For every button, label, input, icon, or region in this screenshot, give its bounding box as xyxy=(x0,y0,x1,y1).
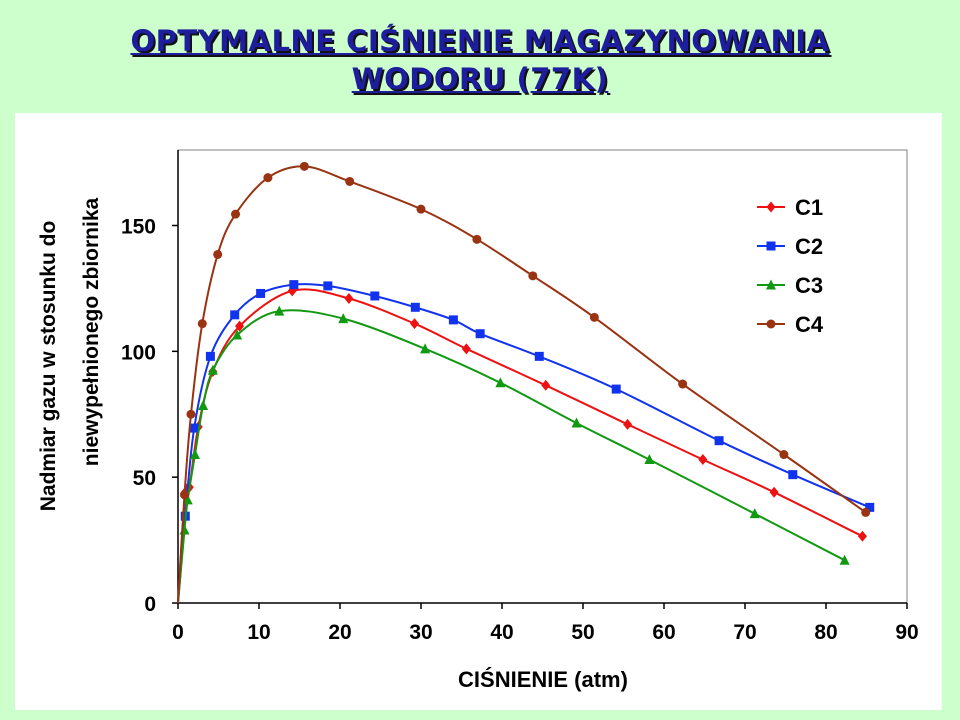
data-point-c2 xyxy=(370,291,380,301)
legend-item-c4: C4 xyxy=(757,312,824,337)
data-point-c4 xyxy=(678,379,688,389)
legend-marker-c2 xyxy=(766,241,776,251)
data-point-c4 xyxy=(179,490,189,500)
data-point-c3 xyxy=(839,554,850,565)
data-point-c2 xyxy=(189,423,199,433)
x-axis-label: CIŚNIENIE (atm) xyxy=(458,667,628,692)
legend-label-c2: C2 xyxy=(795,234,823,259)
series-line-c3 xyxy=(177,309,846,604)
data-point-c4 xyxy=(213,249,223,259)
slide-title: OPTYMALNE CIŚNIENIE MAGAZYNOWANIA WODORU… xyxy=(0,22,960,98)
axes-layer: 0 10 20 30 40 50 60 70 80 90 0 50 100 150 xyxy=(121,149,919,644)
plot-panel: 0 10 20 30 40 50 60 70 80 90 0 50 100 150 C1 C2 C3 C4 Na… xyxy=(15,113,942,710)
series-c2 xyxy=(177,280,875,604)
title-line-1: OPTYMALNE CIŚNIENIE MAGAZYNOWANIA xyxy=(130,24,830,58)
data-point-c2 xyxy=(410,302,420,312)
x-tick-label: 80 xyxy=(814,621,837,644)
title-line-2: WODORU (77K) xyxy=(351,62,609,96)
x-tick-label: 60 xyxy=(652,621,675,644)
y-tick-label: 100 xyxy=(121,341,156,364)
data-point-c1 xyxy=(857,530,867,542)
x-tick-label: 50 xyxy=(571,621,594,644)
data-point-c4 xyxy=(263,173,273,183)
x-tick-label: 40 xyxy=(490,621,513,644)
data-point-c2 xyxy=(475,329,485,339)
series-c1 xyxy=(177,285,867,604)
data-point-c1 xyxy=(541,379,551,391)
data-point-c2 xyxy=(230,310,240,320)
data-point-c1 xyxy=(235,320,245,332)
data-point-c4 xyxy=(416,204,426,214)
data-point-c2 xyxy=(534,351,544,361)
series-line-c1 xyxy=(177,288,863,604)
legend-label-c1: C1 xyxy=(795,195,823,220)
data-point-c2 xyxy=(448,315,458,325)
data-point-c3 xyxy=(190,449,201,460)
data-point-c3 xyxy=(179,524,190,535)
data-point-c1 xyxy=(698,454,708,466)
data-point-c1 xyxy=(410,318,420,330)
y-tick-label: 0 xyxy=(144,593,156,616)
data-point-c4 xyxy=(299,161,309,171)
legend-item-c3: C3 xyxy=(757,273,823,298)
data-point-c4 xyxy=(528,271,538,281)
data-point-c2 xyxy=(865,502,875,512)
data-point-c4 xyxy=(345,176,355,186)
y-tick-label: 150 xyxy=(121,216,156,239)
legend-item-c1: C1 xyxy=(757,195,823,220)
legend-marker-c1 xyxy=(766,201,776,213)
x-tick-label: 20 xyxy=(328,621,351,644)
data-point-c2 xyxy=(611,384,621,394)
data-point-c3 xyxy=(338,313,349,324)
x-tick-label: 10 xyxy=(247,621,270,644)
x-tick-label: 30 xyxy=(409,621,432,644)
y-tick-label: 50 xyxy=(133,467,156,490)
x-tick-label: 70 xyxy=(733,621,756,644)
legend-item-c2: C2 xyxy=(757,234,823,259)
data-point-c4 xyxy=(231,209,241,219)
data-point-c4 xyxy=(589,312,599,322)
data-point-c1 xyxy=(461,343,471,355)
data-point-c3 xyxy=(182,494,193,505)
data-point-c2 xyxy=(205,351,215,361)
series-c3 xyxy=(177,305,850,604)
legend-label-c4: C4 xyxy=(795,312,824,337)
y-axis-label-line-2: niewypełnionego zbiornika xyxy=(80,198,103,467)
data-point-c3 xyxy=(207,364,218,375)
data-point-c4 xyxy=(779,450,789,460)
data-point-c2 xyxy=(289,280,299,290)
x-tick-label: 0 xyxy=(172,621,184,644)
x-tick-label: 90 xyxy=(895,621,918,644)
chart: 0 10 20 30 40 50 60 70 80 90 0 50 100 150 C1 C2 C3 C4 Na… xyxy=(37,149,919,692)
data-point-c3 xyxy=(420,343,431,354)
data-point-c3 xyxy=(495,377,506,388)
legend: C1 C2 C3 C4 xyxy=(757,195,824,337)
legend-marker-c3 xyxy=(766,279,776,290)
data-point-c4 xyxy=(186,409,196,419)
data-point-c2 xyxy=(256,288,266,298)
y-axis-label-line-1: Nadmiar gazu w stosunku do xyxy=(37,221,60,512)
series-c4 xyxy=(177,161,871,604)
data-point-c2 xyxy=(714,436,724,446)
legend-marker-c4 xyxy=(766,319,776,329)
data-point-c3 xyxy=(571,417,582,428)
legend-label-c3: C3 xyxy=(795,273,823,298)
data-point-c4 xyxy=(861,507,871,517)
series-layer xyxy=(177,161,875,604)
data-point-c2 xyxy=(788,470,798,480)
data-point-c3 xyxy=(644,454,655,465)
data-point-c3 xyxy=(749,508,760,519)
data-point-c4 xyxy=(197,319,207,329)
data-point-c1 xyxy=(623,418,633,430)
data-point-c4 xyxy=(472,234,482,244)
data-point-c1 xyxy=(769,486,779,498)
series-line-c2 xyxy=(177,282,871,604)
data-point-c3 xyxy=(198,399,209,410)
series-line-c4 xyxy=(177,165,867,604)
data-point-c2 xyxy=(323,281,333,291)
data-point-c1 xyxy=(344,292,354,304)
data-point-c3 xyxy=(274,305,285,316)
data-point-c3 xyxy=(232,329,243,340)
